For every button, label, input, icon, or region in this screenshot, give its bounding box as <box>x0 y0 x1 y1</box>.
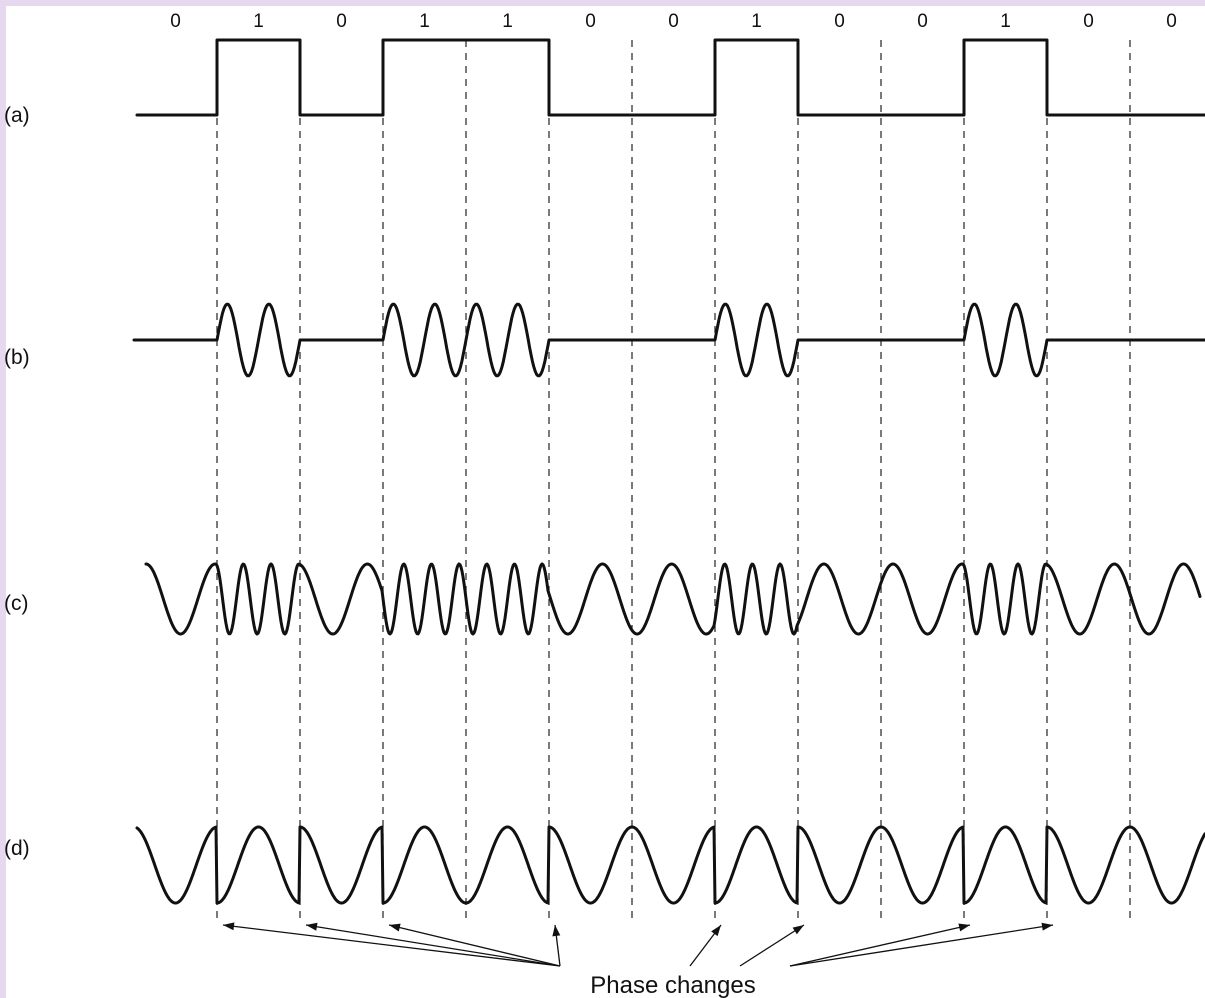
arrowhead <box>1041 922 1053 931</box>
binary-signal-waveform <box>135 38 1205 117</box>
bit-label: 0 <box>834 11 845 32</box>
phase-change-arrow <box>305 924 561 967</box>
bit-label: 0 <box>336 11 347 32</box>
bit-label: 1 <box>419 11 430 32</box>
arrowhead <box>711 925 721 937</box>
phase-modulation-waveform <box>135 825 1205 905</box>
amplitude-modulation-waveform <box>132 302 1205 378</box>
phase-change-arrows <box>222 922 1054 967</box>
bit-label: 0 <box>170 11 181 32</box>
arrowhead <box>552 925 561 937</box>
bit-labels: 0 1 0 1 1 0 0 1 0 0 1 0 0 <box>170 11 1177 32</box>
arrowhead <box>792 925 804 935</box>
arrowhead <box>958 923 970 932</box>
bit-label: 0 <box>1166 11 1177 32</box>
phase-change-arrow <box>388 924 561 967</box>
row-label-c: (c) <box>4 592 29 615</box>
frequency-modulation-waveform <box>144 562 1202 636</box>
bit-label: 0 <box>668 11 679 32</box>
bit-label: 1 <box>751 11 762 32</box>
arrowhead <box>306 922 318 931</box>
bit-label: 0 <box>585 11 596 32</box>
bit-label: 1 <box>253 11 264 32</box>
phase-change-arrow <box>789 924 1054 967</box>
bit-boundary-guides <box>216 40 1131 918</box>
bit-label: 0 <box>1083 11 1094 32</box>
phase-change-arrow <box>739 924 805 967</box>
phase-changes-caption: Phase changes <box>590 972 755 998</box>
row-label-a: (a) <box>4 104 30 127</box>
arrowhead <box>223 922 235 931</box>
row-label-d: (d) <box>4 837 30 860</box>
bit-label: 1 <box>502 11 513 32</box>
row-label-b: (b) <box>4 346 30 369</box>
phase-change-arrow <box>789 924 971 967</box>
bit-label: 0 <box>917 11 928 32</box>
figure-panel <box>6 6 1205 998</box>
arrowhead <box>389 923 401 932</box>
phase-change-arrow <box>222 924 561 967</box>
bit-label: 1 <box>1000 11 1011 32</box>
